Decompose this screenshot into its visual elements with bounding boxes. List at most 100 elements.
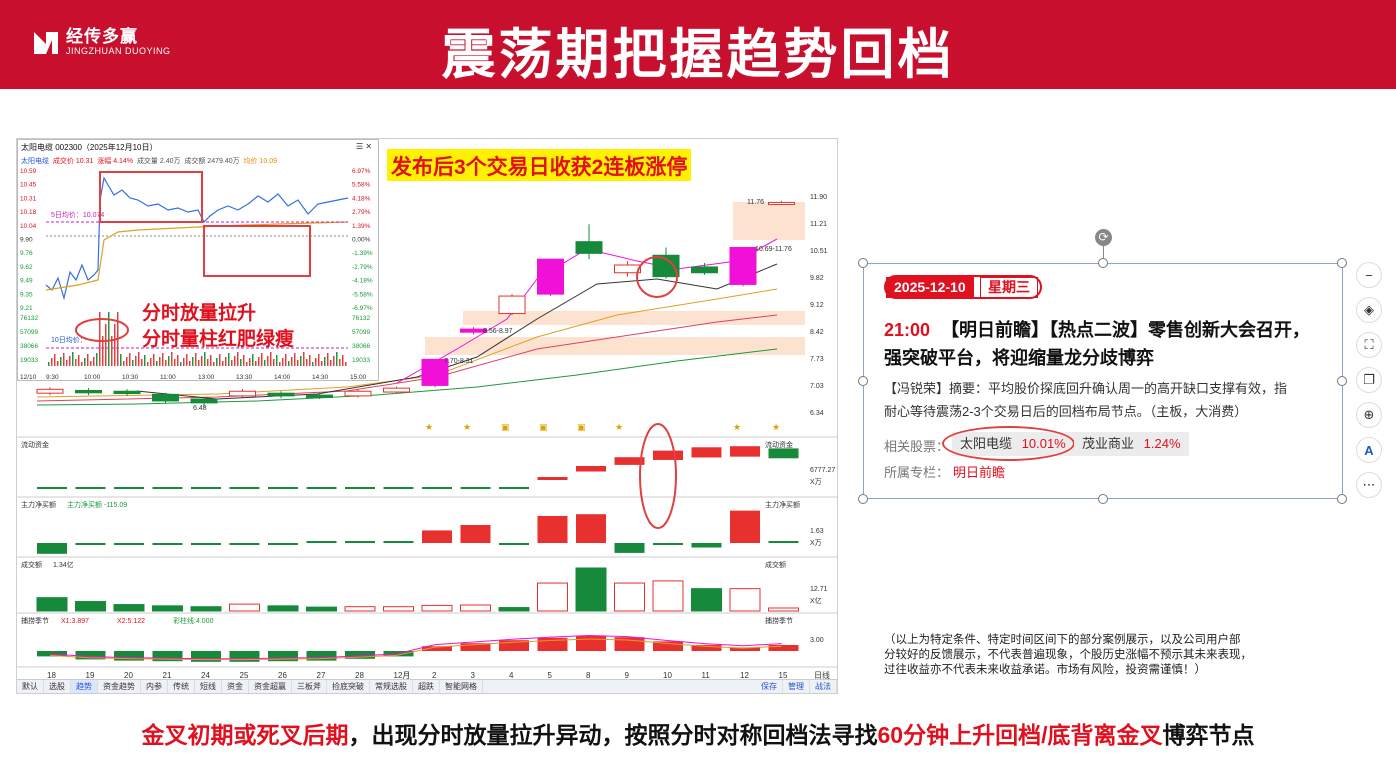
intraday-time-tick: 9:30 (46, 374, 59, 381)
intraday-left-tick: 9.76 (20, 250, 33, 257)
resize-handle-sw[interactable] (858, 494, 868, 504)
net-bar (537, 516, 568, 543)
indicator-tab[interactable]: 内参 (141, 680, 168, 693)
intraday-volume-bar (111, 336, 113, 366)
intraday-volume-bar (186, 354, 188, 366)
intraday-volume-bar (204, 352, 206, 366)
net-bar (229, 543, 260, 545)
intraday-right-tick: -1.39% (352, 250, 373, 257)
intraday-left-tick: 9.21 (20, 305, 33, 312)
intraday-volume-bar (87, 354, 89, 366)
inset-close-icon[interactable]: ☰ ✕ (356, 142, 373, 151)
vol-bar (383, 606, 414, 612)
indicator-tab[interactable]: 智能网格 (440, 680, 483, 693)
intraday-left-tick: 10.18 (20, 209, 37, 216)
vol-bar (190, 606, 222, 612)
kline-label-p4: 11.76 (747, 199, 764, 206)
osc-bar (306, 651, 337, 661)
kline-label-p2: 8.56-8.97 (483, 328, 513, 335)
intraday-volume-bar (264, 360, 266, 366)
ma-line-green (36, 348, 778, 406)
crop-icon[interactable]: ⛶ (1356, 332, 1382, 358)
indicator-tab[interactable]: 短线 (195, 680, 222, 693)
intraday-volume-bar (108, 312, 110, 366)
indicator-tab[interactable]: 选股 (44, 680, 71, 693)
net-bar (691, 543, 722, 548)
intraday-right-tick: 4.18% (352, 195, 371, 202)
intraday-time-tick: 10:00 (84, 374, 101, 381)
intraday-volume-bar (180, 362, 182, 366)
resize-handle-se[interactable] (1337, 494, 1347, 504)
related-stock-2[interactable]: 茂业商业 1.24% (1074, 432, 1189, 456)
signal-star-icon: ★ (772, 422, 780, 432)
intraday-time-tick: 11:00 (160, 374, 176, 381)
intraday-volume-bar (213, 362, 215, 366)
osc-bar (345, 651, 375, 659)
indicator-tab[interactable]: 超跌 (413, 680, 440, 693)
net-bar (460, 525, 491, 543)
date-tick: 4 (509, 671, 514, 680)
vol-bar (460, 604, 491, 612)
indicator-tab-action[interactable]: 保存 (756, 680, 783, 693)
intraday-volume-bar (297, 360, 299, 366)
intraday-time-tick: 13:30 (236, 374, 253, 381)
quote-price: 成交价 10.31 (52, 158, 94, 165)
more-icon[interactable]: ⋯ (1356, 472, 1382, 498)
candle-body (113, 390, 141, 395)
intraday-left-tick: 9.62 (20, 264, 33, 271)
indicator-tab-action[interactable]: 管理 (783, 680, 810, 693)
indicator-tab[interactable]: 三板斧 (292, 680, 327, 693)
indicator-tab[interactable]: 趋势 (71, 680, 98, 693)
rotate-handle-icon[interactable]: ⟳ (1095, 229, 1112, 246)
intraday-volume-bar (90, 361, 92, 366)
layers-icon[interactable]: ◈ (1356, 297, 1382, 323)
copy-icon[interactable]: ❐ (1356, 367, 1382, 393)
flow-right-value: 6777.27 (810, 467, 835, 474)
osc-bar (229, 651, 260, 662)
intraday-volume-bar (123, 361, 125, 366)
vol-bar (575, 567, 607, 612)
indicator-tab[interactable]: 捡底突破 (327, 680, 370, 693)
zoom-in-icon[interactable]: ⊕ (1356, 402, 1382, 428)
text-recognize-icon[interactable]: A (1356, 437, 1382, 463)
resize-handle-s[interactable] (1098, 494, 1108, 504)
minus-icon[interactable]: − (1356, 262, 1382, 288)
intraday-volume-bar (237, 352, 239, 366)
resize-handle-nw[interactable] (858, 258, 868, 268)
intraday-volume-bar (162, 353, 164, 366)
flow-bar (268, 487, 298, 489)
indicator-tab[interactable]: 常规选股 (370, 680, 413, 693)
indicator-tab-action[interactable]: 战法 (810, 680, 837, 693)
net-bar (499, 543, 529, 545)
intraday-volume-bar (246, 362, 248, 366)
intraday-volume-bar (222, 361, 224, 366)
news-card[interactable]: 2025-12-10 星期三 21:00 【明日前瞻】【热点二波】零售创新大会召… (863, 263, 1343, 499)
vol-right-unit: X亿 (810, 596, 822, 605)
intraday-left-tick: 57099 (20, 329, 38, 336)
resize-handle-w[interactable] (858, 376, 868, 386)
intraday-volume-bar (171, 352, 173, 366)
date-highlight-ring (884, 275, 1042, 299)
indicator-tab[interactable]: 资金趋势 (98, 680, 141, 693)
indicator-tab[interactable]: 资金超赢 (249, 680, 292, 693)
footer-part-2: ，出现分时放量拉升异动，按照分时对称回档法寻找 (348, 722, 878, 748)
disclaimer-line-1: （以上为特定条件、特定时间区间下的部分案例展示，以及公司用户部 (884, 634, 1241, 646)
column-label: 所属专栏： (884, 465, 950, 480)
resize-handle-e[interactable] (1337, 376, 1347, 386)
column-link[interactable]: 明日前瞻 (953, 465, 1006, 480)
intraday-volume-bar (132, 360, 134, 366)
indicator-tab[interactable]: 传统 (168, 680, 195, 693)
intraday-volume-bar (120, 354, 122, 366)
intraday-volume-bar (195, 353, 197, 366)
osc-extra: 彩柱线:4.000 (173, 616, 214, 625)
flow-title: 流动资金 (21, 440, 49, 449)
indicator-tab[interactable]: 资金 (222, 680, 249, 693)
disclaimer: （以上为特定条件、特定时间区间下的部分案例展示，以及公司用户部 分较好的反馈展示… (884, 633, 1252, 678)
price-tick: 7.73 (810, 356, 824, 363)
intraday-volume-bar (339, 359, 341, 366)
intraday-volume-bar (192, 357, 194, 366)
flow-bar (691, 447, 722, 458)
resize-handle-ne[interactable] (1337, 258, 1347, 268)
indicator-tab[interactable]: 默认 (17, 680, 44, 693)
resize-handle-n[interactable] (1098, 258, 1108, 268)
